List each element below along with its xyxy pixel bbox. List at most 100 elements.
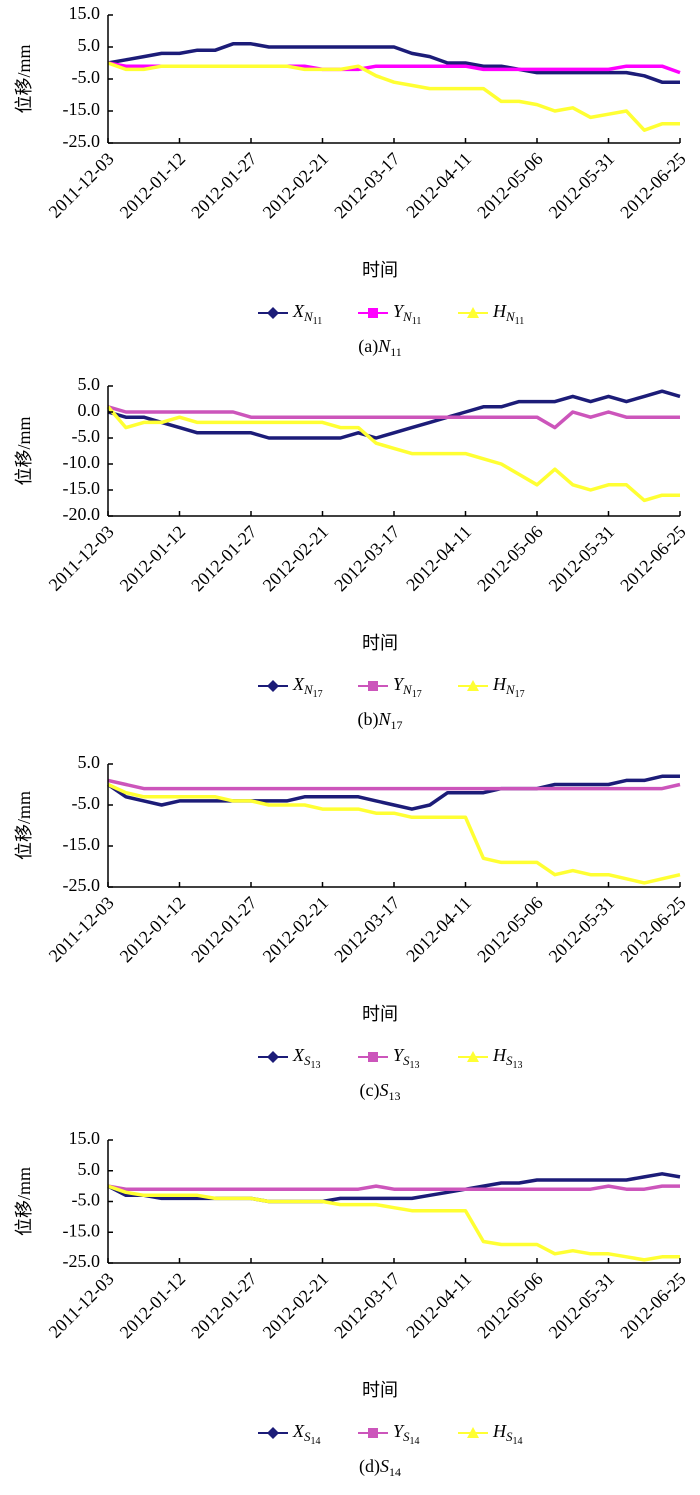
- caption-var: S: [380, 1456, 389, 1476]
- x-tick-label: 2012-06-25: [616, 149, 690, 223]
- chart-panel: -25.0-15.0-5.05.02011-12-032012-01-12201…: [14, 752, 690, 1103]
- caption-label: (c): [360, 1080, 380, 1101]
- y-tick-label: -5.0: [72, 1190, 101, 1210]
- legend-sub: N: [505, 309, 516, 324]
- x-tick-label: 2011-12-03: [45, 893, 118, 966]
- legend-label: XS14: [292, 1421, 321, 1447]
- x-axis-label: 时间: [362, 260, 398, 280]
- y-tick-label: -5.0: [72, 67, 101, 87]
- legend-marker: [467, 1427, 479, 1438]
- caption-sub: 11: [390, 345, 402, 359]
- legend-sub: N: [303, 682, 314, 697]
- legend-marker: [267, 680, 279, 692]
- legend-name: Y: [393, 674, 405, 694]
- legend-sub: S: [403, 1429, 410, 1444]
- x-tick-label: 2012-02-21: [259, 522, 333, 596]
- legend-sub: S: [506, 1053, 513, 1068]
- x-tick-label: 2012-05-06: [473, 522, 547, 596]
- y-tick-label: 5.0: [78, 374, 101, 394]
- x-axis-label: 时间: [362, 1004, 398, 1024]
- legend-marker: [467, 1051, 479, 1062]
- y-tick-label: 15.0: [69, 1128, 101, 1148]
- legend-label: HN17: [492, 674, 525, 700]
- legend-sub: N: [402, 682, 413, 697]
- y-tick-label: -15.0: [63, 834, 101, 854]
- x-tick-label: 2012-03-17: [330, 149, 404, 223]
- x-tick-label: 2011-12-03: [45, 1269, 118, 1342]
- data-line: [107, 774, 680, 811]
- y-axis-label: 位移/mm: [14, 1167, 34, 1236]
- x-tick-label: 2012-05-31: [545, 893, 619, 967]
- caption-var: N: [377, 709, 391, 729]
- legend-subsub: 11: [515, 316, 525, 327]
- y-tick-label: -20.0: [63, 504, 101, 524]
- caption-sub: 14: [389, 1465, 401, 1479]
- y-tick-label: -25.0: [63, 1251, 101, 1271]
- x-tick-label: 2012-01-27: [187, 1269, 261, 1343]
- legend-label: HN11: [492, 301, 524, 327]
- x-tick-label: 2012-06-25: [616, 893, 690, 967]
- x-tick-label: 2011-12-03: [45, 522, 118, 595]
- legend-label: HS14: [492, 1421, 523, 1447]
- legend-name: H: [492, 1045, 507, 1065]
- caption: (a)N11: [358, 336, 402, 359]
- caption: (c)S13: [360, 1080, 401, 1103]
- data-line: [107, 61, 680, 132]
- x-axis-label: 时间: [362, 1380, 398, 1400]
- caption-sub: 17: [391, 718, 403, 732]
- x-tick-label: 2012-01-12: [116, 893, 190, 967]
- x-tick-label: 2012-03-17: [330, 522, 404, 596]
- chart-panel: -20.0-15.0-10.0-5.00.05.02011-12-032012-…: [14, 374, 690, 732]
- legend-subsub: 13: [513, 1060, 523, 1071]
- data-line: [106, 405, 680, 503]
- x-tick-label: 2012-01-12: [116, 522, 190, 596]
- legend-marker: [368, 1052, 378, 1062]
- legend-label: XN17: [292, 674, 323, 700]
- y-axis-label: 位移/mm: [14, 416, 34, 485]
- legend-label: HS13: [492, 1045, 523, 1071]
- x-tick-label: 2012-05-31: [545, 1269, 619, 1343]
- x-tick-label: 2012-02-21: [259, 149, 333, 223]
- legend-sub: S: [506, 1429, 513, 1444]
- legend-subsub: 17: [515, 689, 525, 700]
- legend-label: YS14: [393, 1421, 420, 1447]
- x-tick-label: 2012-05-31: [545, 149, 619, 223]
- legend-name: Y: [393, 1045, 405, 1065]
- x-axis-label: 时间: [362, 633, 398, 653]
- caption-label: (b): [357, 709, 378, 730]
- legend-subsub: 13: [410, 1060, 420, 1071]
- y-tick-label: -5.0: [72, 793, 101, 813]
- legend-sub: N: [402, 309, 413, 324]
- data-line: [107, 42, 680, 84]
- legend-marker: [267, 1051, 279, 1063]
- legend-name: Y: [393, 301, 405, 321]
- legend-marker: [368, 681, 378, 691]
- legend-label: XN11: [292, 301, 322, 327]
- data-line: [107, 1172, 681, 1204]
- legend-label: YS13: [393, 1045, 420, 1071]
- caption-sub: 13: [388, 1089, 400, 1103]
- legend-name: H: [492, 301, 507, 321]
- legend-sub: S: [304, 1429, 311, 1444]
- data-line: [107, 1184, 680, 1191]
- legend-subsub: 14: [311, 1436, 321, 1447]
- legend-name: H: [492, 1421, 507, 1441]
- legend-subsub: 11: [412, 316, 422, 327]
- legend-marker: [368, 1428, 378, 1438]
- legend-label: YN11: [393, 301, 421, 327]
- legend-label: YN17: [393, 674, 422, 700]
- legend-subsub: 14: [513, 1436, 523, 1447]
- x-tick-label: 2012-01-27: [187, 149, 261, 223]
- x-tick-label: 2012-04-11: [402, 149, 475, 222]
- y-axis-label: 位移/mm: [14, 791, 34, 860]
- y-tick-label: 5.0: [78, 35, 101, 55]
- legend-marker: [267, 307, 279, 319]
- legend-subsub: 13: [311, 1060, 321, 1071]
- data-line: [107, 778, 681, 791]
- data-line: [107, 1184, 680, 1262]
- x-tick-label: 2012-02-21: [259, 893, 333, 967]
- y-tick-label: 0.0: [78, 400, 101, 420]
- x-tick-label: 2012-05-06: [473, 893, 547, 967]
- caption-var: N: [377, 336, 391, 356]
- legend-subsub: 17: [412, 689, 422, 700]
